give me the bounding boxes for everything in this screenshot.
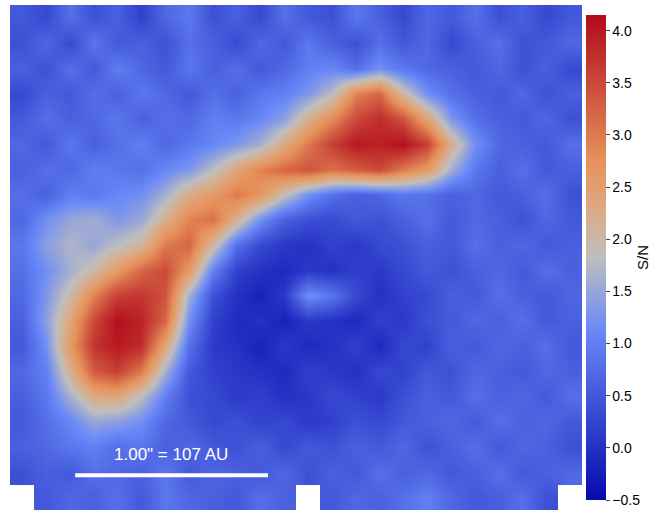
- svg-text:2.5: 2.5: [612, 179, 632, 195]
- svg-text:S/N: S/N: [634, 245, 651, 270]
- svg-text:3.5: 3.5: [612, 75, 632, 91]
- svg-text:−0.5: −0.5: [612, 492, 640, 508]
- svg-text:1.5: 1.5: [612, 283, 632, 299]
- svg-text:0.5: 0.5: [612, 388, 632, 404]
- svg-text:4.0: 4.0: [612, 23, 632, 39]
- svg-text:1.0: 1.0: [612, 335, 632, 351]
- svg-text:3.0: 3.0: [612, 127, 632, 143]
- svg-text:2.0: 2.0: [612, 231, 632, 247]
- svg-text:1.00" = 107 AU: 1.00" = 107 AU: [114, 445, 228, 464]
- svg-text:0.0: 0.0: [612, 440, 632, 456]
